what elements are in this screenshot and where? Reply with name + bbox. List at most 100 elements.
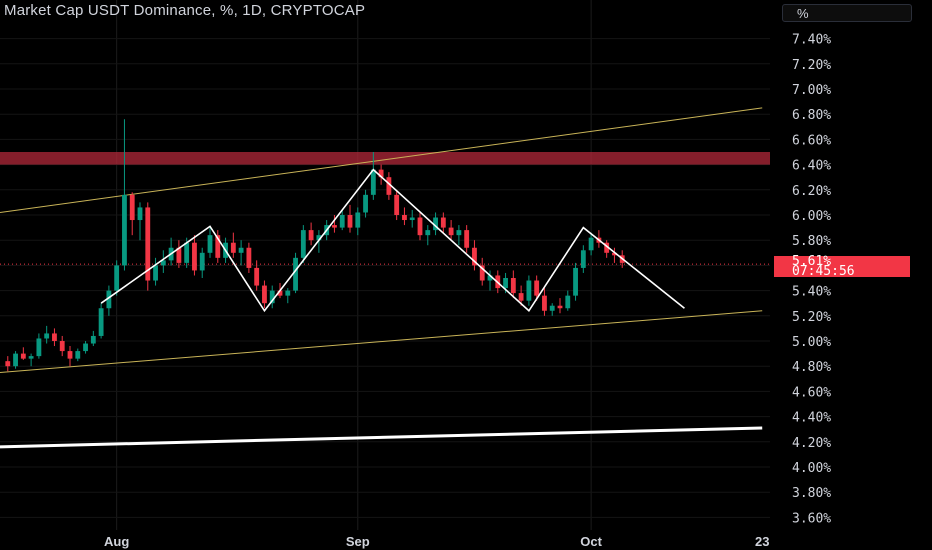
price-axis[interactable]: 7.40% 7.20% 7.00% 6.80% 6.60% 6.40% 6.20% 6.00%…: [792, 33, 831, 527]
candle-body: [409, 217, 415, 221]
candle-body: [448, 227, 454, 236]
candle-body: [417, 217, 423, 236]
candle-body: [487, 275, 493, 281]
candle-body: [549, 305, 555, 311]
chart-title: Market Cap USDT Dominance, %, 1D, CRYPTO…: [4, 2, 366, 19]
candle-body: [612, 252, 617, 256]
candle-body: [557, 305, 563, 309]
candle-body: [67, 351, 73, 359]
y-tick-label: 5.40%: [792, 285, 831, 300]
y-tick-label: 5.20%: [792, 310, 831, 325]
y-tick-label: 5.80%: [792, 234, 831, 249]
y-tick-label: 4.20%: [792, 436, 831, 451]
candle-body: [308, 230, 314, 241]
candle-body: [285, 290, 291, 296]
candle-body: [207, 235, 213, 253]
candle-body: [293, 257, 298, 291]
y-tick-label: 5.00%: [792, 335, 831, 350]
y-tick-label: 6.60%: [792, 133, 831, 148]
candle-body: [192, 242, 197, 271]
candle-body: [5, 361, 11, 367]
candle-body: [230, 242, 236, 253]
candle-body: [277, 290, 283, 296]
candle-body: [52, 333, 57, 341]
candle-body: [456, 230, 462, 236]
candle-body: [75, 351, 81, 359]
candle-body: [534, 280, 540, 296]
resistance-zone-layer: [0, 152, 770, 165]
candle-body: [565, 295, 571, 309]
candle-body: [588, 237, 594, 251]
y-tick-label: 4.40%: [792, 411, 831, 426]
trendlines-layer: [0, 107, 770, 449]
candle-body: [503, 278, 508, 289]
pattern-layer: [100, 168, 685, 313]
candle-body: [332, 225, 337, 228]
y-tick-label: 6.40%: [792, 159, 831, 174]
candle-body: [59, 341, 65, 352]
candle-body: [347, 215, 353, 228]
time-axis[interactable]: Aug Sep Oct 23: [104, 534, 769, 549]
current-price-label: 5.61%: [792, 254, 832, 269]
y-tick-label: 7.20%: [792, 58, 831, 73]
candle-body: [464, 230, 470, 248]
candle-body: [425, 230, 431, 236]
candle-body: [518, 293, 524, 301]
y-tick-label: 4.80%: [792, 360, 831, 375]
candles-layer: [5, 119, 625, 372]
candle-body: [300, 230, 306, 258]
candle-body: [215, 235, 221, 258]
candle-body: [114, 265, 120, 291]
candle-body: [137, 207, 143, 221]
candle-body: [542, 295, 547, 311]
candle-body: [472, 247, 477, 266]
candle-body: [129, 194, 135, 221]
y-tick-label: 4.00%: [792, 461, 831, 476]
candle-body: [573, 267, 578, 296]
candle-body: [363, 194, 368, 213]
candle-body: [316, 235, 322, 241]
trendline-long-term-support: [0, 426, 763, 449]
candle-body: [238, 247, 244, 253]
unit-button[interactable]: %: [782, 4, 912, 22]
candle-body: [269, 290, 275, 304]
x-tick-label: 23: [755, 534, 769, 549]
candle-body: [90, 335, 96, 344]
candle-body: [355, 212, 361, 228]
candle-body: [153, 265, 158, 281]
y-tick-label: 3.80%: [792, 486, 831, 501]
candle-body: [13, 353, 18, 367]
candle-body: [176, 247, 182, 263]
candle-body: [604, 242, 610, 253]
candle-body: [440, 217, 446, 228]
countdown-label: 07:45:56: [792, 264, 855, 279]
resistance-zone: [0, 152, 770, 165]
candle-body: [433, 217, 438, 231]
candle-body: [510, 278, 516, 294]
candle-body: [378, 169, 384, 178]
candle-body: [160, 260, 166, 266]
y-tick-label: 6.80%: [792, 108, 831, 123]
candle-body: [394, 194, 400, 215]
candle-body: [402, 215, 407, 221]
x-tick-label: Sep: [346, 534, 370, 549]
candle-body: [262, 285, 267, 304]
candle-body: [145, 207, 151, 281]
candle-body: [526, 280, 532, 301]
candle-body: [83, 343, 88, 352]
y-tick-label: 6.00%: [792, 209, 831, 224]
candle-body: [386, 177, 392, 195]
candle-body: [246, 247, 252, 268]
candle-body: [254, 267, 260, 286]
candle-body: [184, 242, 190, 263]
y-tick-label: 7.00%: [792, 83, 831, 98]
trendline-channel-upper: [0, 107, 763, 213]
pattern-zigzag: [100, 168, 685, 313]
candle-body: [339, 215, 345, 228]
candle-body: [580, 250, 586, 268]
y-tick-label: 3.60%: [792, 511, 831, 526]
y-tick-label: 6.20%: [792, 184, 831, 199]
candle-body: [479, 265, 485, 281]
x-tick-label: Aug: [104, 534, 129, 549]
